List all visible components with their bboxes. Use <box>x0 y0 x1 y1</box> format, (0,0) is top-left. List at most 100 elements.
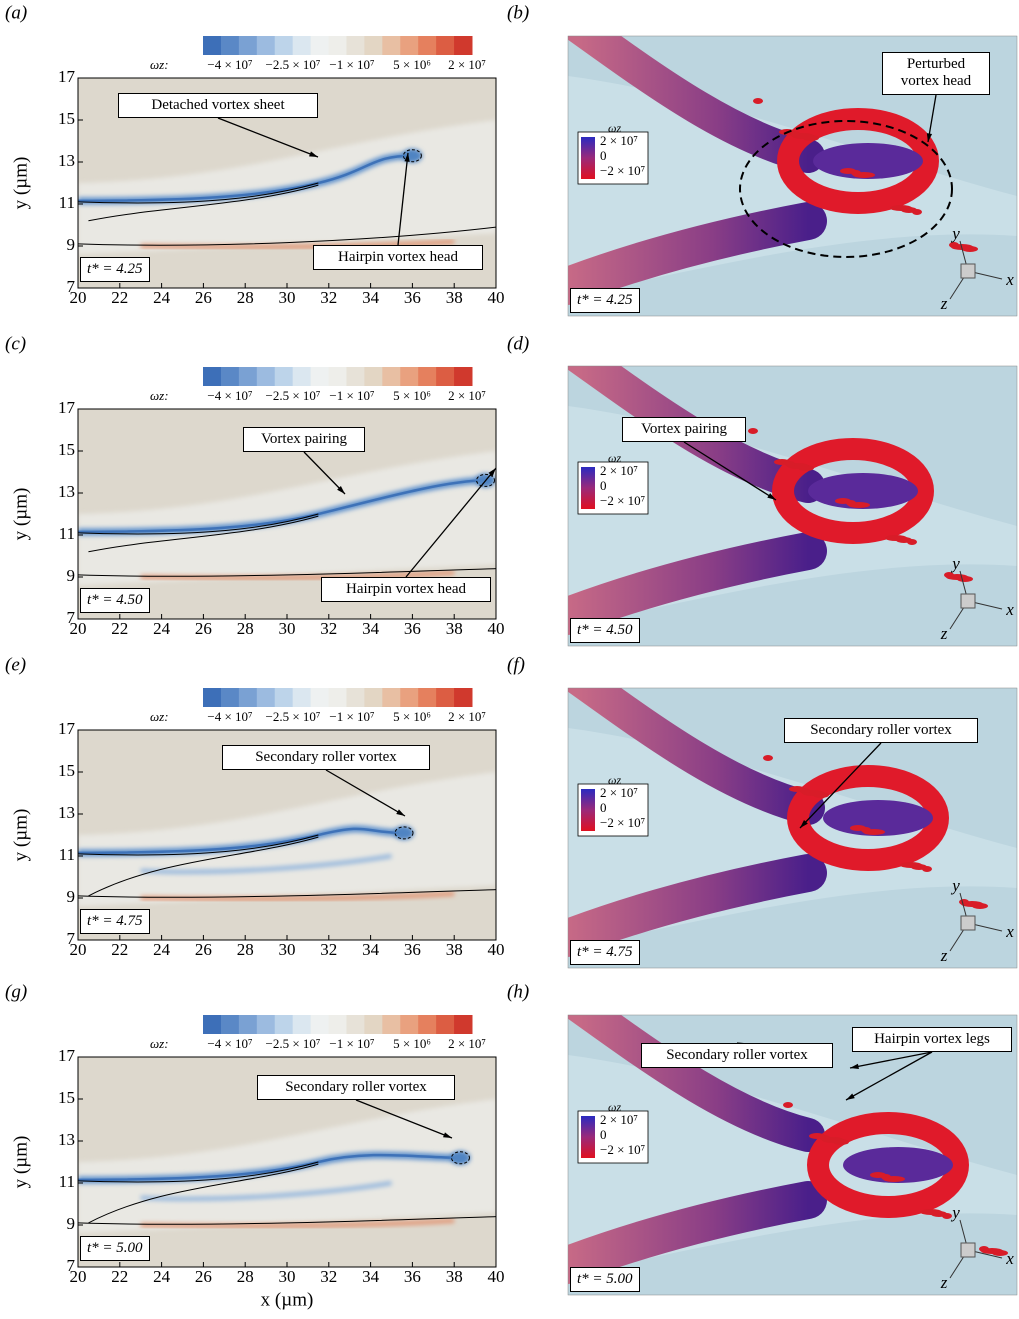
arrow-head <box>846 1093 855 1100</box>
colorbar-swatch <box>418 36 437 55</box>
y-tick-label: 9 <box>67 566 76 585</box>
y-tick-label: 17 <box>58 719 76 738</box>
triad-label: z <box>940 624 948 643</box>
legend-symbol: ωz <box>608 121 621 135</box>
colorbar-swatch <box>436 688 455 707</box>
annotation: Secondary roller vortex <box>784 718 978 744</box>
vortex-blob <box>885 535 907 541</box>
arrow-head <box>767 493 776 500</box>
legend-label: −2 × 10⁷ <box>600 1142 645 1157</box>
colorbar-swatch <box>292 36 312 55</box>
colorbar-swatch <box>454 688 473 707</box>
hairpin-head <box>787 765 949 871</box>
highlight-ellipse <box>739 120 953 258</box>
colorbar-label: −2.5 × 10⁷ <box>266 57 321 72</box>
triad-label: z <box>940 946 948 965</box>
x-tick-label: 34 <box>362 940 380 959</box>
y-axis-label: y (µm) <box>10 809 31 862</box>
arrow-line <box>405 467 497 578</box>
red-band <box>140 891 455 901</box>
colorbar-label: −2.5 × 10⁷ <box>266 1036 321 1051</box>
x-tick-label: 20 <box>70 1267 87 1286</box>
y-tick-label: 7 <box>67 929 76 948</box>
vortex-sheet-core <box>78 827 405 855</box>
y-tick-label: 13 <box>58 1130 75 1149</box>
upper-tube <box>568 1015 825 1152</box>
arrow-head <box>396 809 405 816</box>
vortex-blob <box>789 786 805 792</box>
y-tick-label: 17 <box>58 1046 76 1065</box>
x-tick-label: 20 <box>70 940 87 959</box>
colorbar-swatch <box>400 1015 419 1034</box>
y-axis-label: y (µm) <box>10 1136 31 1189</box>
x-tick-label: 30 <box>279 940 296 959</box>
annotation: Hairpin vortex head <box>321 577 491 603</box>
triad-label: z <box>940 294 948 313</box>
legend-label: 0 <box>600 1127 607 1142</box>
panel-label: (d) <box>507 333 529 354</box>
lower-tube <box>568 1181 827 1284</box>
x-tick-label: 28 <box>237 288 254 307</box>
arrow-line <box>303 451 346 495</box>
vortex-blob <box>748 428 758 434</box>
triad-cube <box>960 1242 976 1258</box>
contour-line <box>78 513 319 535</box>
x-tick-label: 38 <box>446 940 463 959</box>
y-tick-label: 7 <box>67 1256 76 1275</box>
contour-dashed <box>476 473 496 487</box>
render-frame <box>567 365 1018 647</box>
panel-label: (g) <box>5 981 27 1002</box>
contour-field <box>78 1057 496 1267</box>
annotation: Vortex pairing <box>243 427 365 453</box>
y-axis-label: y (µm) <box>10 157 31 210</box>
colorbar-label: 5 × 10⁶ <box>393 1036 431 1051</box>
render-frame <box>567 1014 1018 1296</box>
y-tick-label: 17 <box>58 398 76 417</box>
colorbar-swatch <box>256 688 276 707</box>
time-label: t* = 4.25 <box>570 288 640 313</box>
x-tick-label: 32 <box>320 940 337 959</box>
y-tick-label: 9 <box>67 1214 76 1233</box>
vortex-blob <box>753 98 763 104</box>
contour-line <box>78 182 319 204</box>
colorbar-swatch <box>382 1015 401 1034</box>
arrow-head <box>337 485 345 494</box>
legend-label: 2 × 10⁷ <box>600 463 638 478</box>
x-tick-label: 22 <box>111 619 128 638</box>
colorbar-swatch <box>382 36 401 55</box>
x-tick-label: 28 <box>237 619 254 638</box>
colorbar-swatch <box>310 688 330 707</box>
legend-label: 2 × 10⁷ <box>600 1112 638 1127</box>
colorbar-swatch <box>364 1015 383 1034</box>
contour-line <box>78 568 496 577</box>
colorbar-swatch <box>328 688 347 707</box>
x-tick-label: 36 <box>404 940 421 959</box>
y-tick-label: 11 <box>59 193 75 212</box>
x-tick-label: 38 <box>446 1267 463 1286</box>
x-tick-label: 26 <box>195 288 212 307</box>
contour-line <box>88 184 319 222</box>
arrow-head <box>850 1063 859 1069</box>
colorbar-label: −2.5 × 10⁷ <box>266 388 321 403</box>
vortex-head <box>450 1150 471 1165</box>
vortex-blob <box>949 242 959 248</box>
contour-line <box>78 834 319 856</box>
x-tick-label: 32 <box>320 288 337 307</box>
legend-bar <box>581 467 595 509</box>
triad-label: z <box>940 1273 948 1292</box>
triad-cube <box>960 915 976 931</box>
vortex-blob <box>783 1102 793 1108</box>
x-tick-label: 26 <box>195 940 212 959</box>
arrow-line <box>355 1099 453 1139</box>
contour-line <box>88 836 319 897</box>
x-tick-label: 30 <box>279 288 296 307</box>
vortex-blob <box>835 498 851 504</box>
hairpin-head <box>777 108 939 214</box>
inner-sheet <box>140 1181 392 1201</box>
vortex-blob <box>920 1209 942 1215</box>
triad-label: y <box>950 876 960 895</box>
legend-symbol: ωz <box>608 773 621 787</box>
colorbar-swatch <box>310 36 330 55</box>
colorbar-swatch <box>364 36 383 55</box>
